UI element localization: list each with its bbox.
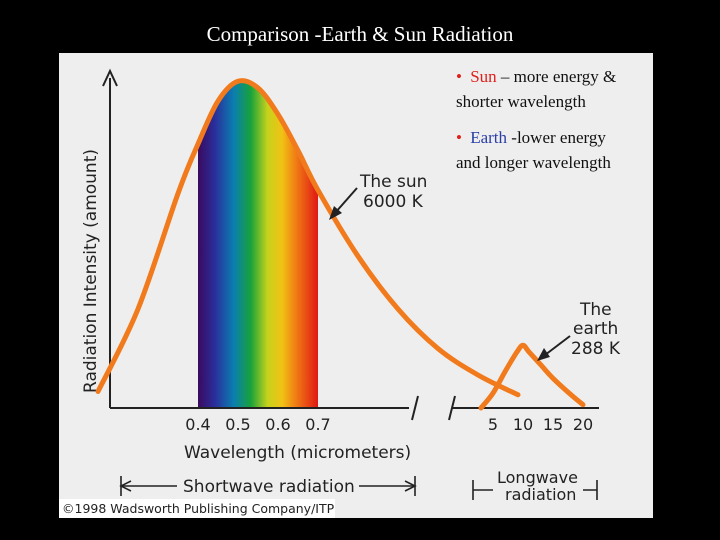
x-tick-label: 0.4 [185, 415, 210, 434]
bullet-2-text: -lower energy [511, 128, 606, 147]
x-tick-label: 0.6 [265, 415, 290, 434]
earth-curve [478, 342, 586, 411]
sun-label-line2: 6000 K [363, 192, 424, 212]
bullet-marker: • [456, 67, 462, 86]
bullet-keyword-earth: Earth [470, 128, 507, 147]
longwave-label-line2: radiation [505, 485, 576, 504]
x-tick-label: 5 [488, 415, 498, 434]
shortwave-label-bg [177, 474, 359, 498]
sun-label-line1: The sun [359, 172, 427, 192]
x-tick-label: 20 [573, 415, 593, 434]
x-tick-label: 0.7 [305, 415, 330, 434]
axis-break-mark [411, 395, 419, 421]
svg-text:• Earth -lower ene: • Earth -lower energy [456, 128, 606, 147]
bullet-1-text: – more energy & [500, 67, 616, 86]
earth-label-line2: earth [573, 319, 618, 339]
copyright-bg [59, 499, 335, 518]
bullet-1: • Sun – more energy & shorter wavelength [456, 67, 616, 111]
figure-background [59, 53, 653, 518]
longwave-label-bg [493, 467, 583, 503]
slide-title: Comparison -Earth & Sun Radiation [206, 22, 514, 46]
svg-text:• Sun – more ener: • Sun – more energy & [456, 67, 616, 86]
y-axis-label: Radiation Intensity (amount) [81, 149, 101, 393]
bullet-2-line2: and longer wavelength [456, 153, 611, 172]
longwave-label-line1: Longwave [497, 468, 578, 487]
copyright: ©1998 Wadsworth Publishing Company/ITP [62, 501, 335, 516]
x-axis-label: Wavelength (micrometers) [184, 443, 411, 463]
earth-label-line3: 288 K [571, 339, 621, 359]
x-tick-label: 10 [513, 415, 533, 434]
sun-curve [95, 78, 521, 398]
sun-pointer-arrowhead [329, 206, 342, 220]
bullet-2: • Earth -lower energy and longer wavelen… [456, 128, 611, 172]
shortwave-arrow-right [404, 480, 417, 492]
radiation-figure: Radiation Intensity (amount) 0.4 0.5 0.6 0.… [59, 53, 653, 518]
y-axis-arrow [102, 68, 118, 87]
earth-pointer-arrowhead [537, 348, 550, 361]
bullet-1-line2: shorter wavelength [456, 92, 586, 111]
axes [102, 68, 599, 421]
x-tick-label: 0.5 [225, 415, 250, 434]
earth-pointer-line [544, 335, 571, 356]
earth-label-line1: The [579, 300, 612, 320]
axis-break-mark [448, 395, 456, 421]
sun-pointer-line [334, 187, 358, 214]
shortwave-arrow-left [119, 480, 132, 492]
x-tick-label: 15 [543, 415, 563, 434]
shortwave-label: Shortwave radiation [183, 477, 355, 497]
bullet-keyword-sun: Sun [470, 67, 497, 86]
bullet-marker: • [456, 128, 462, 147]
